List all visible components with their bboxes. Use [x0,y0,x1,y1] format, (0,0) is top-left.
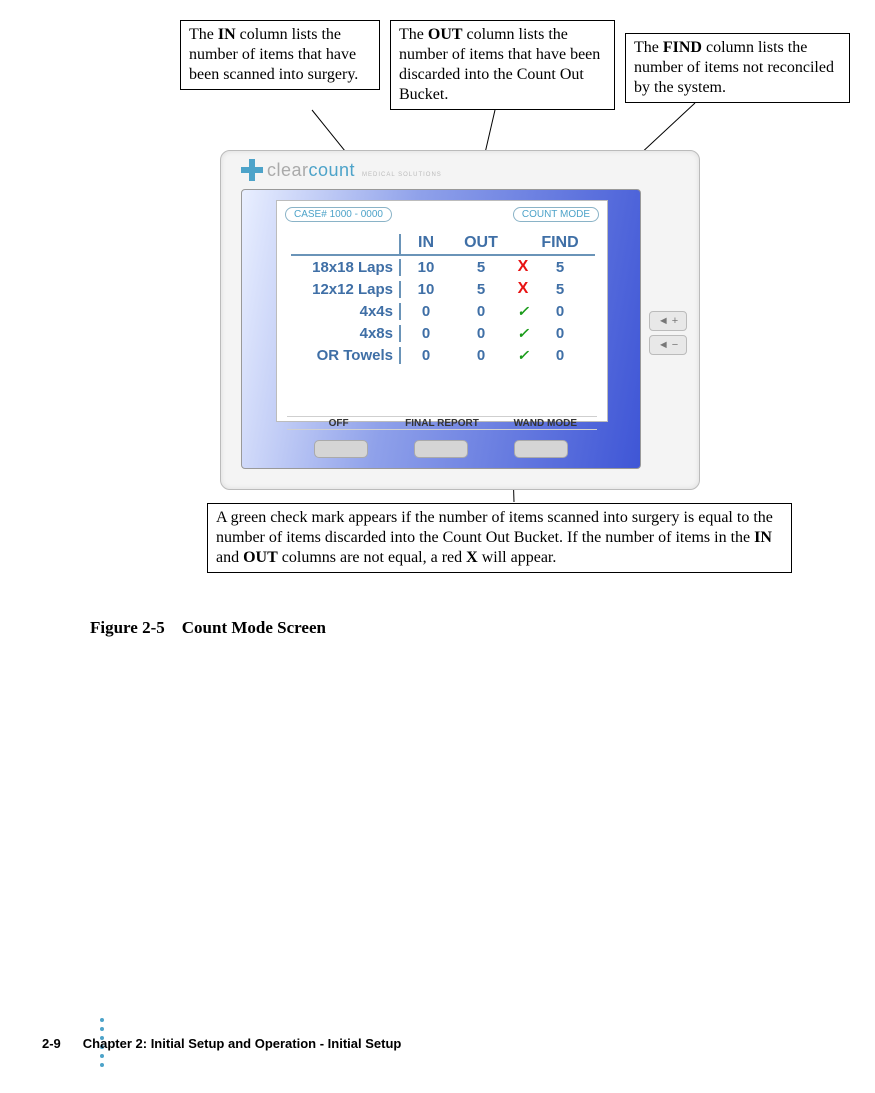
page-number: 2-9 [42,1036,61,1051]
row-label: 4x8s [291,325,401,342]
row-out: 0 [451,325,511,342]
col-label [291,234,401,254]
table-row: 18x18 Laps105X5 [291,256,595,278]
soft-button-final[interactable] [414,440,468,458]
row-status-icon: ✓ [511,325,535,342]
row-in: 10 [401,281,451,298]
footer-text: Chapter 2: Initial Setup and Operation -… [83,1036,402,1051]
logo-clear: clear [267,160,309,180]
row-in: 0 [401,303,451,320]
figure-title: Count Mode Screen [182,618,326,637]
row-out: 0 [451,303,511,320]
row-in: 10 [401,259,451,276]
device-frame: clearcount MEDICAL SOLUTIONS CASE# 1000 … [220,150,700,490]
row-label: OR Towels [291,347,401,364]
table-row: OR Towels00✓0 [291,344,595,366]
row-label: 18x18 Laps [291,259,401,276]
row-find: 0 [535,303,585,320]
row-label: 12x12 Laps [291,281,401,298]
footer-section: Initial Setup [328,1036,402,1051]
callout-out: The OUT column lists the number of items… [390,20,615,110]
row-status-icon: X [511,258,535,276]
logo: clearcount MEDICAL SOLUTIONS [241,159,442,181]
row-find: 0 [535,347,585,364]
row-status-icon: X [511,280,535,298]
logo-sub: MEDICAL SOLUTIONS [362,172,442,178]
figure-caption: Figure 2-5 Count Mode Screen [90,618,326,638]
volume-down-button[interactable]: ◄ − [649,335,687,355]
row-label: 4x4s [291,303,401,320]
logo-text: clearcount MEDICAL SOLUTIONS [267,160,442,181]
row-in: 0 [401,347,451,364]
screen: CASE# 1000 - 0000 COUNT MODE IN OUT FIND… [241,189,641,469]
row-out: 5 [451,259,511,276]
tab-final[interactable]: FINAL REPORT [390,416,493,430]
row-out: 5 [451,281,511,298]
footer-chapter: Chapter 2: Initial Setup and Operation [83,1036,316,1051]
col-status [511,234,535,254]
row-find: 5 [535,281,585,298]
table-header: IN OUT FIND [291,234,595,256]
table-row: 12x12 Laps105X5 [291,278,595,300]
soft-button-off[interactable] [314,440,368,458]
count-table: IN OUT FIND 18x18 Laps105X512x12 Laps105… [291,234,595,366]
mode-badge: COUNT MODE [513,207,599,222]
row-in: 0 [401,325,451,342]
case-badge: CASE# 1000 - 0000 [285,207,392,222]
callout-in: The IN column lists the number of items … [180,20,380,90]
page: The IN column lists the number of items … [0,0,875,1093]
row-status-icon: ✓ [511,347,535,364]
row-status-icon: ✓ [511,303,535,320]
page-footer: 2-9 Chapter 2: Initial Setup and Operati… [42,1036,401,1051]
bottom-tabs: OFF FINAL REPORT WAND MODE [287,416,597,430]
figure-label: Figure 2-5 [90,618,165,637]
callout-check: A green check mark appears if the number… [207,503,792,573]
footer-sep: - [316,1036,328,1051]
logo-count: count [309,160,356,180]
logo-plus-icon [241,159,263,181]
callout-find: The FIND column lists the number of item… [625,33,850,103]
volume-up-button[interactable]: ◄ + [649,311,687,331]
col-find: FIND [535,234,585,254]
table-row: 4x8s00✓0 [291,322,595,344]
tab-wand[interactable]: WAND MODE [494,416,597,430]
row-find: 0 [535,325,585,342]
soft-button-wand[interactable] [514,440,568,458]
row-out: 0 [451,347,511,364]
tab-off[interactable]: OFF [287,416,390,430]
col-in: IN [401,234,451,254]
row-find: 5 [535,259,585,276]
table-row: 4x4s00✓0 [291,300,595,322]
screen-panel: CASE# 1000 - 0000 COUNT MODE IN OUT FIND… [276,200,608,422]
col-out: OUT [451,234,511,254]
